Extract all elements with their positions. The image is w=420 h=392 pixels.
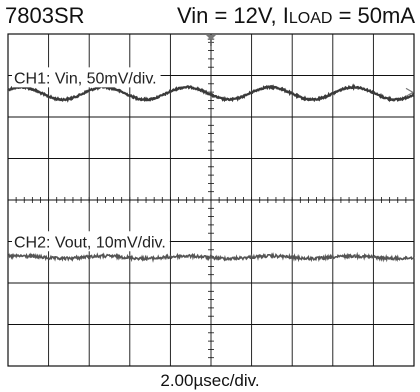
trigger-arrow-icon (206, 35, 216, 40)
iload-value: = 50mA (332, 3, 415, 28)
channel-label-ch1: CH1: Vin, 50mV/div. (14, 70, 157, 87)
channel-label-ch2: CH2: Vout, 10mV/div. (14, 234, 166, 251)
trace-ch1 (7, 83, 415, 103)
channel-labels: CH1: Vin, 50mV/div. CH2: Vout, 10mV/div. (12, 67, 170, 252)
traces (7, 83, 415, 263)
channel-label-bg (12, 231, 170, 252)
x-axis-label: 2.00µsec/div. (160, 371, 260, 390)
channel-label-bg (12, 67, 161, 88)
markers: T (206, 35, 414, 97)
chart-header: 7803SR Vin = 12V, ILOAD = 50mA (0, 0, 420, 32)
center-axis-ticks (7, 33, 415, 367)
level-marker-icon (405, 87, 414, 97)
iload-subscript: LOAD (288, 10, 333, 27)
part-number-title: 7803SR (5, 3, 85, 28)
trace-ch2 (7, 251, 415, 263)
vin-label: Vin = 12V, I (176, 3, 289, 28)
test-conditions: Vin = 12V, ILOAD = 50mA (177, 3, 415, 29)
trigger-marker: T (208, 37, 215, 49)
